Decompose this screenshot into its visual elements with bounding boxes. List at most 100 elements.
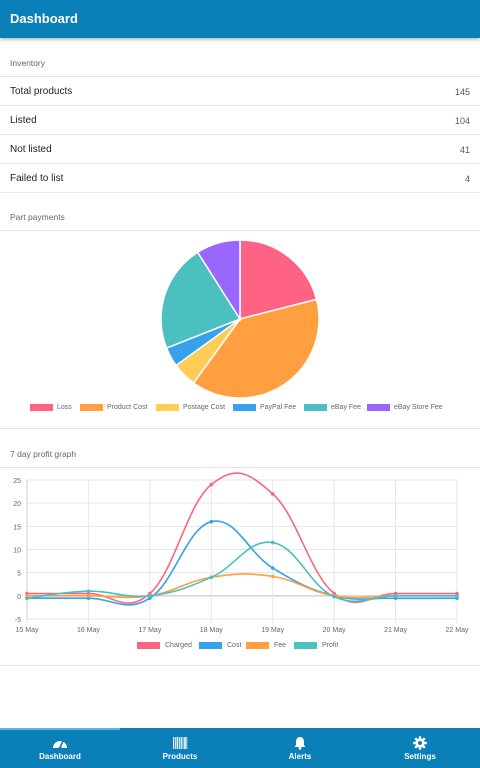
pie-slice-loss[interactable] (239, 239, 318, 320)
legend-label: Postage Cost (183, 404, 226, 411)
data-point-profit[interactable] (148, 594, 152, 598)
legend-swatch (233, 404, 256, 411)
nav-item-products[interactable]: Products (120, 728, 240, 768)
series-line-cost (27, 520, 458, 606)
data-point-profit[interactable] (209, 575, 214, 580)
legend-swatch (294, 642, 317, 649)
inventory-row-failed-to-list[interactable]: Failed to list 4 (0, 164, 480, 193)
legend-label: Cost (227, 642, 242, 649)
y-tick-label: 20 (13, 501, 21, 508)
barcode-icon (173, 737, 188, 749)
pie-legend-item[interactable]: Loss (30, 404, 72, 411)
x-tick-label: 16 May (77, 627, 100, 634)
y-tick-label: 0 (17, 594, 21, 601)
nav-item-dashboard[interactable]: Dashboard (0, 728, 120, 768)
legend-label: Fee (274, 642, 287, 649)
legend-swatch (367, 404, 390, 411)
inventory-row-not-listed[interactable]: Not listed 41 (0, 135, 480, 164)
line-legend-item[interactable]: Cost (199, 642, 241, 649)
nav-label: Dashboard (39, 752, 81, 761)
data-point-profit[interactable] (455, 594, 459, 598)
x-tick-label: 22 May (446, 627, 469, 634)
data-point-profit[interactable] (270, 540, 275, 545)
legend-label: Loss (57, 404, 72, 411)
legend-swatch (199, 642, 222, 649)
inventory-row-total-products[interactable]: Total products 145 (0, 77, 480, 106)
y-tick-label: 25 (13, 478, 21, 485)
line-legend-item[interactable]: Fee (246, 642, 286, 649)
data-point-profit[interactable] (332, 594, 336, 599)
active-tab-indicator (0, 728, 120, 730)
data-point-charged[interactable] (209, 482, 214, 487)
data-point-cost[interactable] (270, 566, 275, 570)
line-legend: Charged Cost Fee Profit (0, 642, 480, 654)
line-legend-item[interactable]: Charged (137, 642, 192, 649)
part-payments-section-label: Part payments (10, 212, 65, 222)
divider (0, 76, 480, 77)
pie-legend: Loss Product Cost Postage Cost PayPal Fee eB… (0, 404, 480, 416)
inventory-section-label: Inventory (10, 58, 45, 68)
row-value: 4 (464, 174, 470, 184)
data-point-charged[interactable] (270, 492, 275, 496)
nav-label: Alerts (288, 752, 312, 761)
data-point-profit[interactable] (86, 589, 91, 593)
nav-item-alerts[interactable]: Alerts (240, 728, 360, 768)
pie-legend-item[interactable]: Postage Cost (156, 404, 225, 411)
divider (0, 665, 480, 666)
pie-legend-item[interactable]: eBay Fee (304, 404, 361, 411)
y-tick-label: 15 (13, 524, 21, 531)
x-tick-label: 21 May (384, 627, 407, 634)
legend-swatch (30, 404, 53, 411)
legend-label: eBay Store Fee (394, 404, 443, 411)
row-value: 145 (454, 87, 470, 97)
x-tick-label: 20 May (323, 627, 346, 634)
x-tick-label: 18 May (200, 627, 223, 634)
data-point-fee[interactable] (270, 574, 275, 579)
divider (0, 230, 480, 231)
data-point-fee[interactable] (86, 594, 91, 598)
y-tick-label: 5 (17, 571, 21, 578)
y-tick-label: 10 (13, 548, 21, 555)
row-value: 104 (454, 116, 470, 126)
data-point-profit[interactable] (25, 596, 29, 600)
gear-icon (413, 736, 427, 750)
legend-label: Charged (165, 642, 192, 649)
nav-item-settings[interactable]: Settings (360, 728, 480, 768)
legend-swatch (304, 404, 327, 411)
divider (0, 467, 480, 468)
data-point-cost[interactable] (209, 519, 214, 524)
series-line-profit (26, 541, 458, 603)
app-header: Dashboard (0, 0, 480, 38)
y-tick-label: -5 (15, 617, 21, 624)
row-label: Listed (10, 115, 37, 126)
row-label: Total products (10, 86, 73, 97)
legend-label: eBay Fee (331, 404, 361, 411)
bottom-navigation: Dashboard Products Alerts (0, 728, 480, 768)
line-legend-item[interactable]: Profit (294, 642, 338, 649)
legend-label: Product Cost (107, 404, 148, 411)
legend-swatch (137, 642, 160, 649)
row-label: Failed to list (10, 173, 64, 184)
pie-slice-ebay-fee[interactable] (160, 251, 242, 350)
pie-slice-ebay-store-fee[interactable] (196, 239, 241, 322)
nav-label: Settings (404, 752, 436, 761)
bell-icon (294, 737, 306, 750)
legend-swatch (80, 404, 103, 411)
inventory-row-listed[interactable]: Listed 104 (0, 106, 480, 135)
pie-legend-item[interactable]: Product Cost (80, 404, 147, 411)
profit-graph-section-label: 7 day profit graph (10, 449, 77, 459)
part-payments-pie-chart (160, 239, 320, 399)
x-tick-label: 17 May (138, 627, 161, 634)
pie-slice-product-cost[interactable] (192, 298, 320, 399)
x-tick-label: 15 May (16, 627, 39, 634)
pie-legend-item[interactable]: eBay Store Fee (367, 404, 443, 411)
pie-legend-item[interactable]: PayPal Fee (233, 404, 296, 411)
row-value: 41 (459, 145, 470, 155)
row-label: Not listed (10, 144, 52, 155)
divider (0, 428, 480, 429)
data-point-profit[interactable] (393, 594, 398, 598)
legend-label: PayPal Fee (260, 404, 297, 411)
gauge-icon (53, 740, 67, 750)
nav-label: Products (162, 752, 198, 761)
legend-swatch (246, 642, 269, 649)
